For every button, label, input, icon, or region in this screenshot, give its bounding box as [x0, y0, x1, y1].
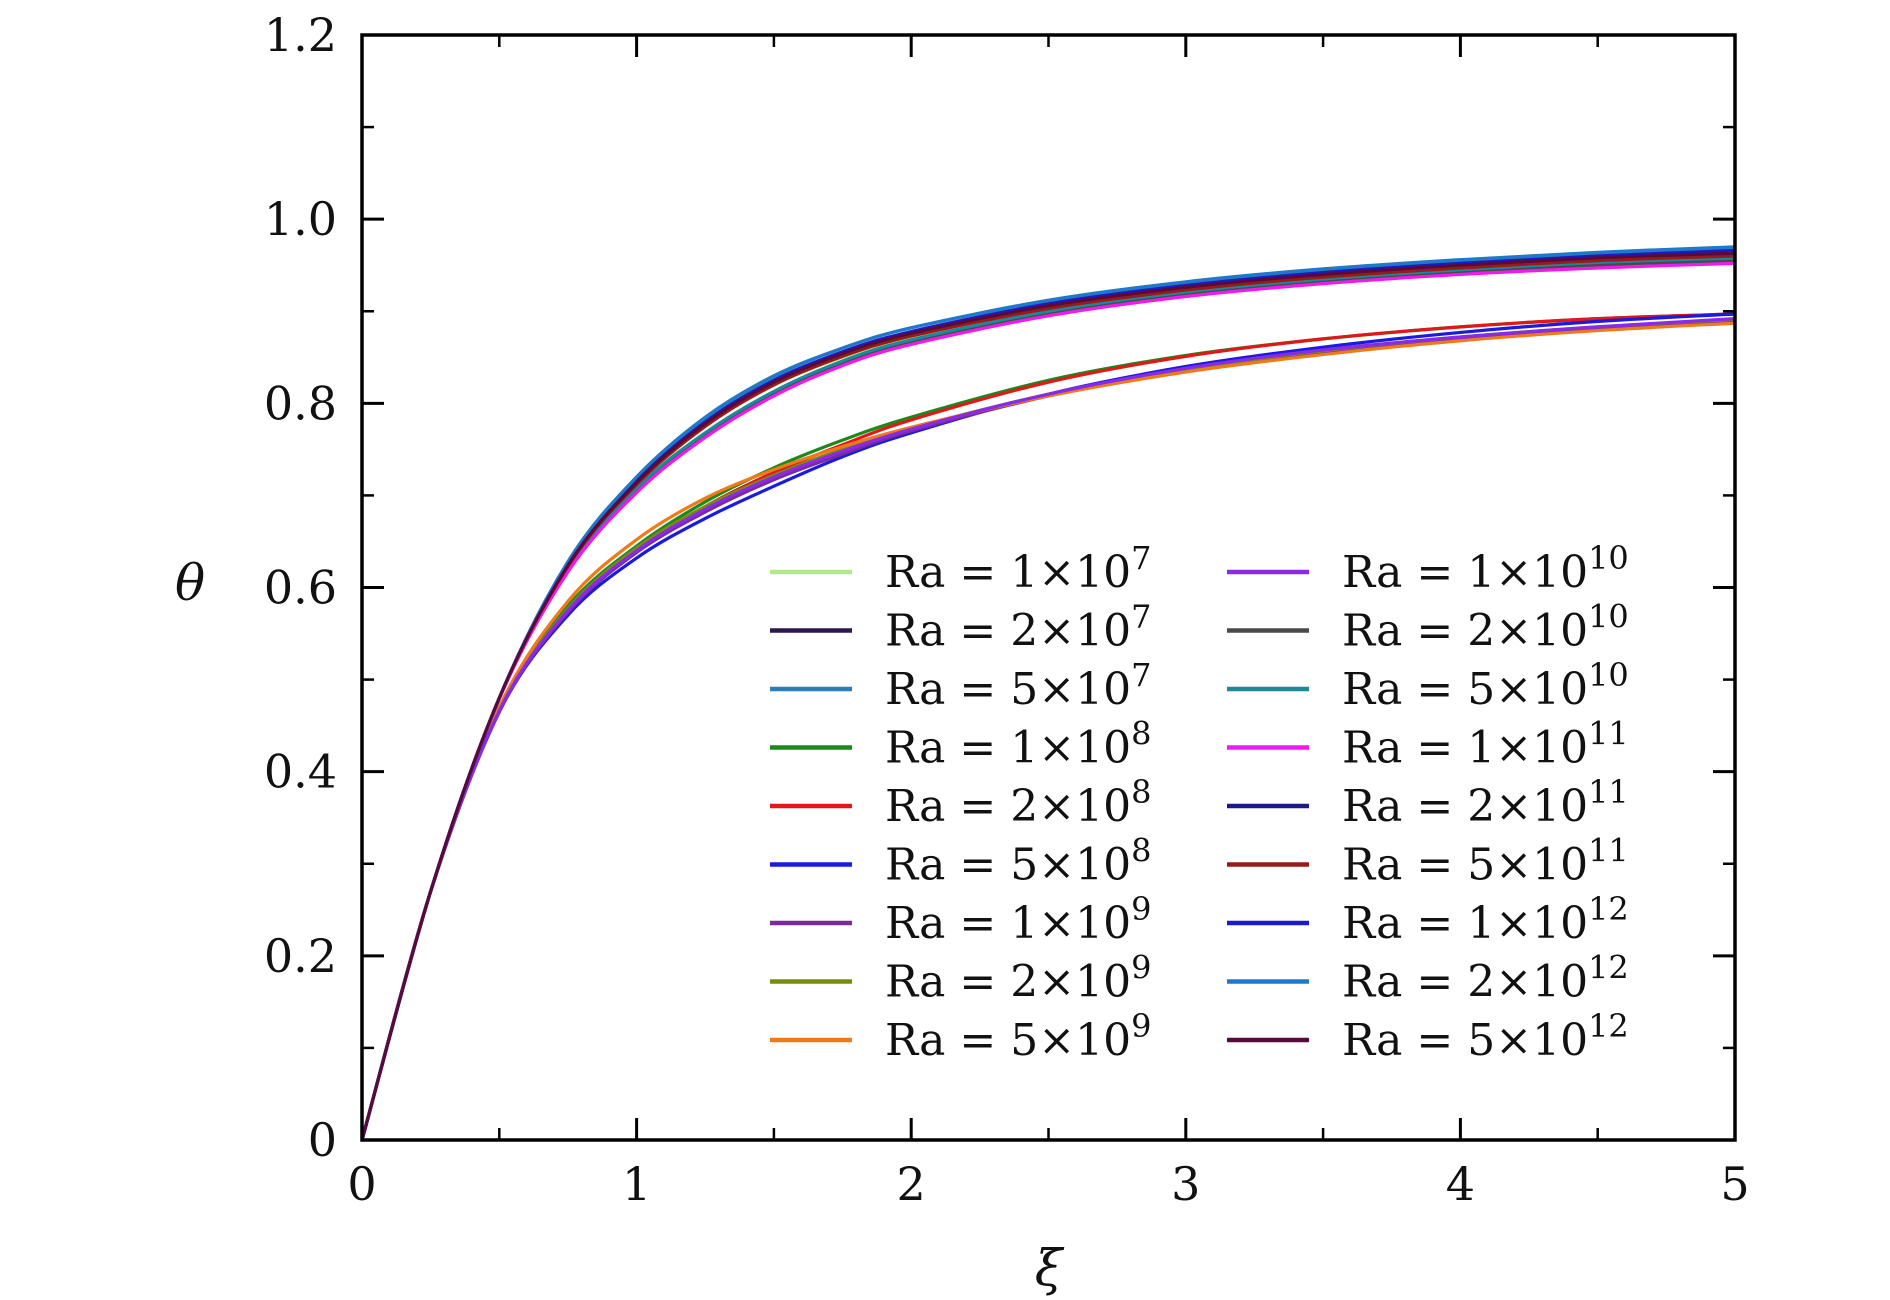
ticks-layer: 0 1 2 3 4 5 0 0.2 0.4 0.6 0.8 1.0 1.2: [264, 8, 1750, 1211]
y-tick-label: 0.8: [264, 376, 337, 430]
legend-label-15: Ra = 5×1011: [1342, 832, 1629, 891]
x-tick-label: 4: [1446, 1157, 1475, 1211]
x-tick-label: 3: [1171, 1157, 1200, 1211]
legend-label-16: Ra = 1×1012: [1342, 890, 1629, 949]
legend-label-17: Ra = 2×1012: [1342, 949, 1629, 1008]
y-tick-label: 1.2: [264, 8, 337, 62]
legend-label-18: Ra = 5×1012: [1342, 1007, 1629, 1066]
legend-label-7: Ra = 1×109: [885, 890, 1151, 949]
x-tick-label: 1: [622, 1157, 651, 1211]
y-tick-label: 0.4: [264, 745, 337, 799]
y-tick-label: 1.0: [264, 192, 337, 246]
legend-label-5: Ra = 2×108: [885, 773, 1151, 832]
y-axis-label: θ: [175, 554, 205, 612]
legend-label-6: Ra = 5×108: [885, 832, 1151, 891]
x-axis-label: ξ: [1035, 1239, 1065, 1297]
series-line-18: [362, 251, 1735, 1140]
legend-label-8: Ra = 2×109: [885, 949, 1151, 1008]
x-tick-label: 5: [1720, 1157, 1749, 1211]
legend-label-13: Ra = 1×1011: [1342, 715, 1629, 774]
x-tick-label: 2: [897, 1157, 926, 1211]
legend-label-11: Ra = 2×1010: [1342, 598, 1629, 657]
series-layer: [362, 245, 1735, 1140]
legend-label-12: Ra = 5×1010: [1342, 656, 1629, 715]
y-tick-label: 0: [308, 1113, 337, 1167]
legend-label-10: Ra = 1×1010: [1342, 539, 1629, 598]
series-line-10: [362, 317, 1735, 1140]
legend-label-14: Ra = 2×1011: [1342, 773, 1629, 832]
legend-label-9: Ra = 5×109: [885, 1007, 1151, 1066]
legend-label-3: Ra = 5×107: [885, 656, 1151, 715]
legend-label-4: Ra = 1×108: [885, 715, 1151, 774]
x-tick-label: 0: [347, 1157, 376, 1211]
y-tick-label: 0.6: [264, 561, 337, 615]
legend-label-2: Ra = 2×107: [885, 598, 1151, 657]
y-tick-label: 0.2: [264, 929, 337, 983]
legend-label-1: Ra = 1×107: [885, 539, 1151, 598]
